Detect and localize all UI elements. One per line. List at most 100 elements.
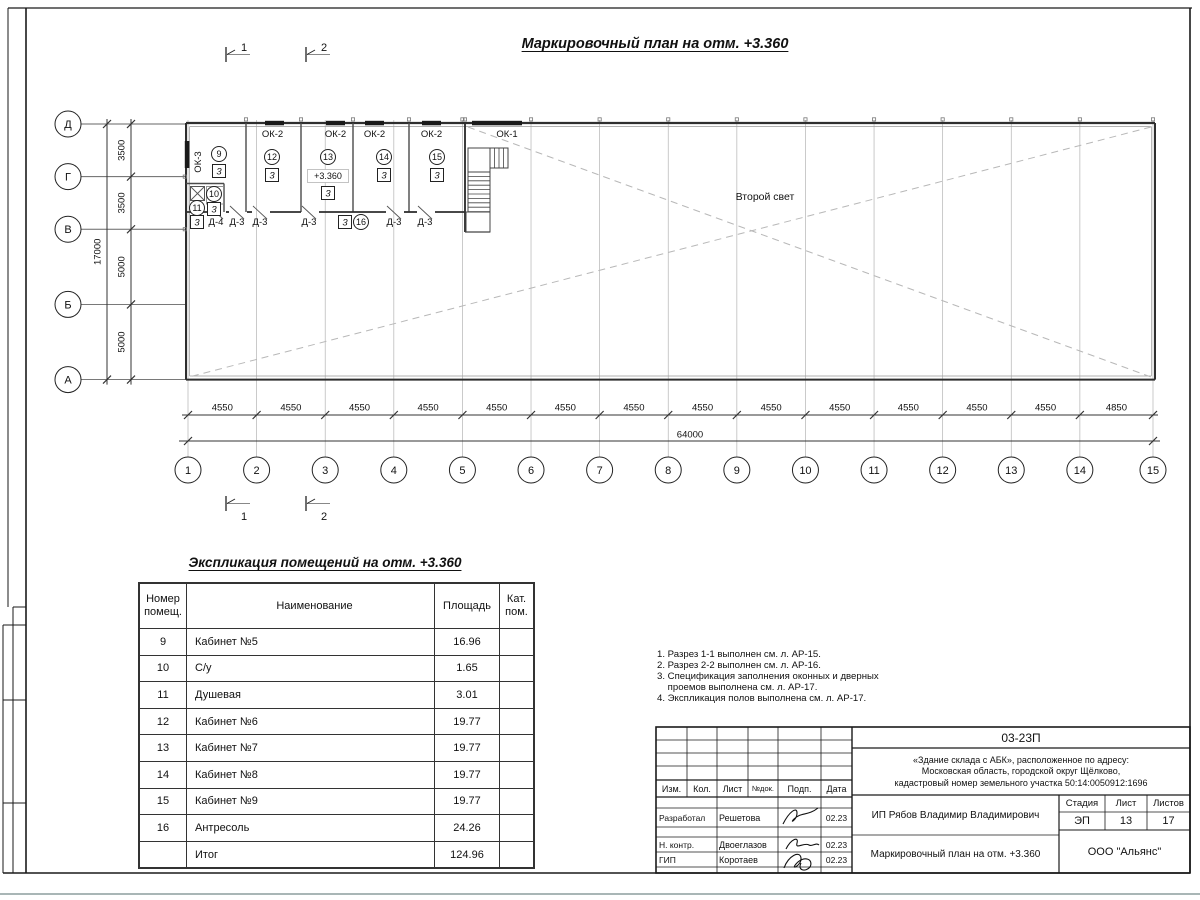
- dim-label-h: 4550: [623, 403, 644, 414]
- wall-tick: [298, 117, 303, 122]
- room-number: 11: [192, 203, 201, 213]
- explication-header: Площадь: [434, 582, 500, 629]
- dim-label-h: 4550: [966, 403, 987, 414]
- dim-label-h: 4550: [898, 403, 919, 414]
- room-category-box: [338, 215, 352, 229]
- section-mark: [226, 498, 236, 504]
- titleblock-company: ООО "Альянс": [1087, 845, 1162, 858]
- wall-tick: [529, 117, 534, 122]
- explication-row: Итог 124.96: [138, 840, 535, 869]
- explication-cell: 9: [138, 628, 187, 656]
- door-leaf: [229, 205, 245, 220]
- elevation-box: [307, 169, 349, 183]
- dim-label-v: 3500: [117, 140, 128, 161]
- titleblock-header-col: Изм.: [661, 783, 682, 794]
- room-category-box: [207, 202, 221, 216]
- dim-label-h: 4550: [761, 403, 782, 414]
- grid-column-label: 10: [799, 465, 811, 477]
- explication-cell: [499, 628, 535, 656]
- titleblock-role: ГИП: [659, 854, 676, 865]
- door-leaf: [301, 205, 317, 220]
- titleblock-date: 02.23: [825, 854, 848, 865]
- section-mark-number: 1: [241, 511, 247, 523]
- sheet-label: Лист: [1115, 798, 1137, 809]
- titleblock-date: 02.23: [825, 839, 848, 850]
- explication-row: 14 Кабинет №8 19.77: [138, 760, 535, 789]
- wall-tick: [243, 117, 248, 122]
- dim-tick: [252, 410, 262, 420]
- room-category: 3: [342, 217, 348, 228]
- grid-column-label: 4: [391, 465, 397, 477]
- dim-label-v: 3500: [117, 192, 128, 213]
- window-label-ok3: ОК-3: [193, 151, 204, 172]
- explication-cell: 19.77: [434, 787, 500, 816]
- stage-label: Стадия: [1065, 798, 1099, 809]
- explication-cell: 3.01: [434, 681, 500, 709]
- explication-cell: 1.65: [434, 654, 500, 683]
- dim-tick: [1075, 410, 1085, 420]
- dim-tick: [869, 410, 879, 420]
- door-leaf: [386, 205, 402, 220]
- section-mark: [306, 498, 316, 504]
- dim-tick: [1006, 410, 1016, 420]
- dim-tick: [389, 410, 399, 420]
- room-category: 3: [216, 166, 222, 177]
- titleblock-name: Двоеглазов: [719, 839, 767, 850]
- door-label: Д-3: [418, 217, 433, 228]
- room-category: 3: [269, 170, 275, 181]
- room-number-bubble: [206, 186, 222, 202]
- second-light-diagonal: [467, 126, 1152, 378]
- wall-tick: [1150, 117, 1155, 122]
- explication-cell: Кабинет №5: [186, 628, 435, 656]
- door-label: Д-3: [302, 217, 317, 228]
- grid-row-bubble: [54, 163, 82, 191]
- dim-tick: [801, 410, 810, 420]
- wall-tick: [182, 227, 187, 232]
- grid-row-bubble: [54, 290, 82, 318]
- grid-column-label: 6: [528, 465, 534, 477]
- grid-column-bubble: [448, 456, 476, 484]
- sheets-label: Листов: [1153, 798, 1184, 809]
- section-mark-number: 2: [321, 511, 327, 523]
- door-label: Д-3: [387, 217, 402, 228]
- grid-column-label: 9: [734, 465, 740, 477]
- dim-label-h: 4850: [1106, 403, 1127, 414]
- dim-label-h: 4550: [486, 403, 507, 414]
- grid-column-label: 5: [459, 465, 465, 477]
- titleblock-header-col: Лист: [722, 783, 743, 794]
- stair-landing-bottom: [465, 211, 491, 233]
- explication-cell: Кабинет №7: [186, 734, 435, 762]
- window-label-ok2: ОК-2: [325, 129, 346, 140]
- titleblock-sheet-title: Маркировочный план на отм. +3.360: [870, 848, 1041, 860]
- dim-tick: [126, 172, 136, 182]
- titleblock-header-col: Дата: [826, 783, 847, 794]
- grid-column-label: 2: [254, 465, 260, 477]
- room-category: 3: [381, 170, 387, 181]
- titleblock-name: Коротаев: [719, 854, 758, 865]
- explication-cell: Душевая: [186, 681, 435, 709]
- grid-column-bubble: [174, 456, 202, 484]
- second-light-diagonal: [188, 126, 1152, 378]
- grid-column-bubble: [243, 456, 271, 484]
- explication-header: Кат. пом.: [499, 582, 535, 629]
- grid-column-label: 1: [185, 465, 191, 477]
- dim-tick: [1148, 410, 1158, 420]
- explication-cell: 15: [138, 787, 187, 816]
- room-number: 9: [216, 149, 221, 159]
- grid-column-bubble: [997, 456, 1025, 484]
- explication-cell: [499, 654, 535, 683]
- sheets-total: 17: [1162, 815, 1175, 827]
- explication-cell: 13: [138, 734, 187, 762]
- dim-tick: [102, 375, 112, 385]
- grid-column-label: 15: [1147, 465, 1159, 477]
- explication-cell: 10: [138, 654, 187, 683]
- explication-cell: [499, 760, 535, 789]
- explication-cell: [499, 734, 535, 762]
- dim-label-h: 4550: [418, 403, 439, 414]
- section-mark: [306, 49, 316, 55]
- room-number: 13: [323, 152, 333, 162]
- dim-tick: [126, 375, 136, 385]
- dim-tick: [938, 410, 948, 420]
- dim-tick: [526, 410, 536, 420]
